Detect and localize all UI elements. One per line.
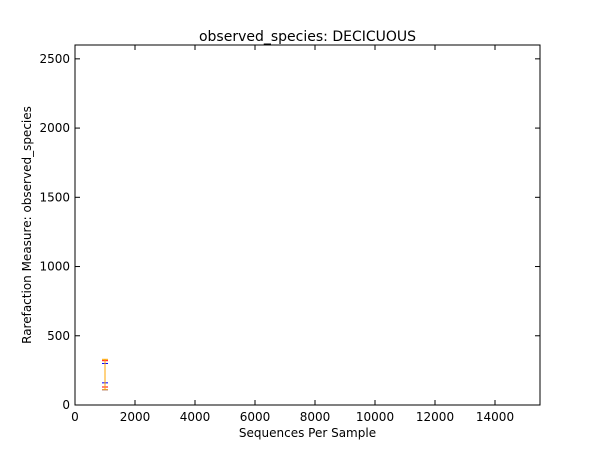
- y-tick-label: 1000: [39, 260, 70, 274]
- x-tick-label: 6000: [240, 410, 271, 424]
- x-tick-label: 0: [71, 410, 79, 424]
- chart-title: observed_species: DECICUOUS: [199, 29, 416, 45]
- x-axis-label: Sequences Per Sample: [239, 426, 376, 440]
- y-axis-label: Rarefaction Measure: observed_species: [20, 106, 34, 344]
- plot-frame: [74, 44, 541, 406]
- y-tick-label: 2500: [39, 52, 70, 66]
- series-layer: [102, 358, 108, 391]
- x-tick-label: 2000: [120, 410, 151, 424]
- x-tick-label: 8000: [300, 410, 331, 424]
- x-tick-label: 14000: [476, 410, 514, 424]
- y-tick-label: 1500: [39, 190, 70, 204]
- y-tick-label: 0: [62, 398, 70, 412]
- x-tick-label: 10000: [356, 410, 394, 424]
- y-axis: 0 500 1000 1500 2000 2500: [39, 52, 540, 412]
- x-axis: 0 2000 4000 6000 8000 10000 12000 14000: [71, 45, 514, 424]
- x-tick-label: 4000: [180, 410, 211, 424]
- y-tick-label: 2000: [39, 121, 70, 135]
- x-tick-label: 12000: [416, 410, 454, 424]
- y-tick-label: 500: [47, 329, 70, 343]
